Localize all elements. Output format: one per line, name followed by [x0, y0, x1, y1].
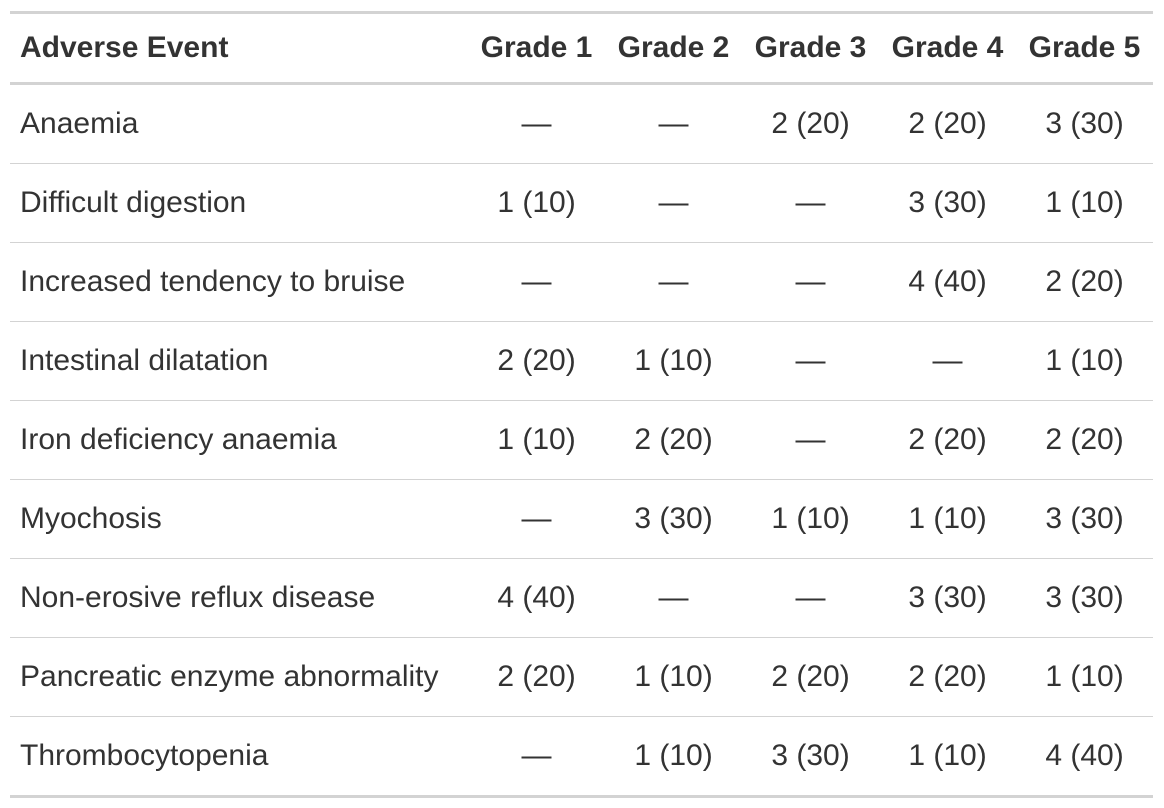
grade-cell: 2 (20)	[468, 637, 605, 717]
grade-cell: 4 (40)	[468, 558, 605, 638]
event-name-cell: Myochosis	[10, 479, 468, 559]
grade-cell: —	[605, 163, 742, 243]
grade-cell: —	[468, 479, 605, 559]
header-cell: Grade 5	[1016, 12, 1153, 85]
grade-cell: 3 (30)	[1016, 83, 1153, 164]
grade-cell: 3 (30)	[1016, 558, 1153, 638]
grade-cell: 2 (20)	[468, 321, 605, 401]
grade-cell: 1 (10)	[605, 716, 742, 797]
grade-cell: 3 (30)	[879, 558, 1016, 638]
table-row: Intestinal dilatation 2 (20) 1 (10) — —1 (10…	[10, 321, 1153, 401]
table-row: Thrombocytopenia —1 (10) 3 (30) 1 (10) 4 (40…	[10, 716, 1153, 797]
header-cell: Grade 1	[468, 12, 605, 85]
grade-cell: 2 (20)	[1016, 242, 1153, 322]
grade-cell: —	[605, 242, 742, 322]
grade-cell: 1 (10)	[605, 321, 742, 401]
grade-cell: 1 (10)	[1016, 321, 1153, 401]
table-body: Anaemia — —2 (20) 2 (20) 3 (30) Difficult dig…	[10, 83, 1153, 797]
grade-cell: 2 (20)	[742, 83, 879, 164]
grade-cell: —	[742, 321, 879, 401]
header-row: Adverse Event Grade 1 Grade 2 Grade 3 Grade …	[10, 12, 1153, 85]
table-row: Increased tendency to bruise — — —4 (40) 2 (…	[10, 242, 1153, 322]
event-name-cell: Intestinal dilatation	[10, 321, 468, 401]
grade-cell: 2 (20)	[879, 400, 1016, 480]
grade-cell: —	[742, 558, 879, 638]
grade-cell: —	[605, 83, 742, 164]
grade-cell: —	[879, 321, 1016, 401]
table-row: Iron deficiency anaemia 1 (10) 2 (20) —2 (2…	[10, 400, 1153, 480]
header-cell: Adverse Event	[10, 12, 468, 85]
grade-cell: 3 (30)	[1016, 479, 1153, 559]
grade-cell: 2 (20)	[605, 400, 742, 480]
grade-cell: —	[742, 163, 879, 243]
grade-cell: 1 (10)	[468, 163, 605, 243]
grade-cell: 1 (10)	[605, 637, 742, 717]
event-name-cell: Anaemia	[10, 83, 468, 164]
header-cell: Grade 4	[879, 12, 1016, 85]
grade-cell: 1 (10)	[742, 479, 879, 559]
grade-cell: 3 (30)	[605, 479, 742, 559]
event-name-cell: Increased tendency to bruise	[10, 242, 468, 322]
header-cell: Grade 3	[742, 12, 879, 85]
table-row: Difficult digestion 1 (10) — —3 (30) 1 (10)	[10, 163, 1153, 243]
event-name-cell: Pancreatic enzyme abnormality	[10, 637, 468, 717]
table-row: Anaemia — —2 (20) 2 (20) 3 (30)	[10, 83, 1153, 164]
grade-cell: 2 (20)	[879, 637, 1016, 717]
header-cell: Grade 2	[605, 12, 742, 85]
grade-cell: 4 (40)	[879, 242, 1016, 322]
grade-cell: —	[605, 558, 742, 638]
event-name-cell: Difficult digestion	[10, 163, 468, 243]
grade-cell: 1 (10)	[879, 479, 1016, 559]
grade-cell: 2 (20)	[742, 637, 879, 717]
table-row: Myochosis —3 (30) 1 (10) 1 (10) 3 (30)	[10, 479, 1153, 559]
grade-cell: —	[742, 242, 879, 322]
table-row: Non-erosive reflux disease 4 (40) — —3 (30)…	[10, 558, 1153, 638]
grade-cell: —	[468, 83, 605, 164]
grade-cell: 1 (10)	[1016, 637, 1153, 717]
grade-cell: 1 (10)	[879, 716, 1016, 797]
grade-cell: 2 (20)	[1016, 400, 1153, 480]
grade-cell: 2 (20)	[879, 83, 1016, 164]
grade-cell: 3 (30)	[879, 163, 1016, 243]
grade-cell: 1 (10)	[1016, 163, 1153, 243]
event-name-cell: Non-erosive reflux disease	[10, 558, 468, 638]
event-name-cell: Thrombocytopenia	[10, 716, 468, 797]
adverse-events-table: Adverse Event Grade 1 Grade 2 Grade 3 Grade …	[10, 11, 1153, 798]
grade-cell: 1 (10)	[468, 400, 605, 480]
grade-cell: —	[742, 400, 879, 480]
grade-cell: 3 (30)	[742, 716, 879, 797]
event-name-cell: Iron deficiency anaemia	[10, 400, 468, 480]
table-header: Adverse Event Grade 1 Grade 2 Grade 3 Grade …	[10, 12, 1153, 85]
grade-cell: 4 (40)	[1016, 716, 1153, 797]
table-row: Pancreatic enzyme abnormality 2 (20) 1 (10…	[10, 637, 1153, 717]
grade-cell: —	[468, 242, 605, 322]
grade-cell: —	[468, 716, 605, 797]
